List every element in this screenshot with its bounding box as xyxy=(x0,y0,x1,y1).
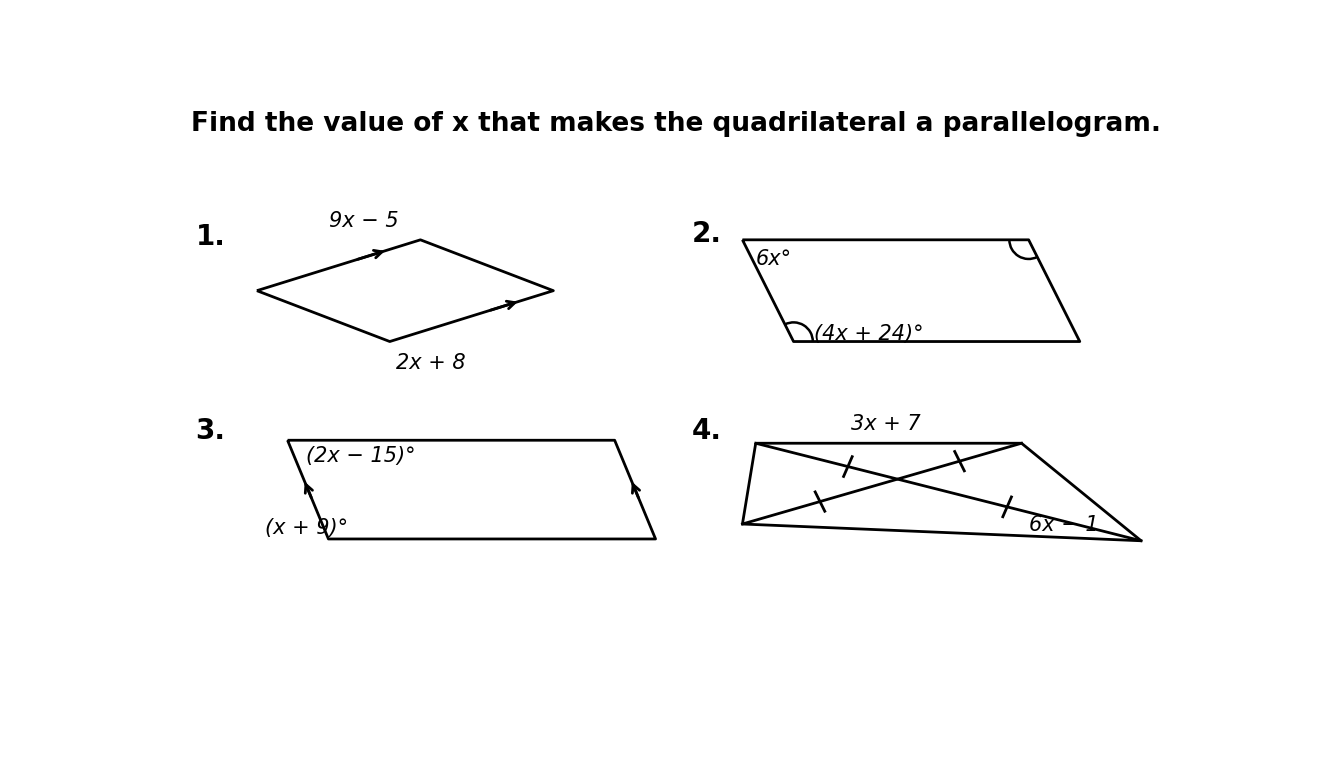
Text: 2.: 2. xyxy=(691,220,721,248)
Text: 3.: 3. xyxy=(195,417,226,445)
Text: 6x − 1: 6x − 1 xyxy=(1029,515,1099,535)
Text: (x + 9)°: (x + 9)° xyxy=(265,518,348,538)
Text: 4.: 4. xyxy=(691,417,721,445)
Text: (2x − 15)°: (2x − 15)° xyxy=(306,446,415,466)
Text: 3x + 7: 3x + 7 xyxy=(851,414,921,434)
Text: 1.: 1. xyxy=(195,223,226,251)
Text: 2x + 8: 2x + 8 xyxy=(396,354,466,374)
Text: (4x + 24)°: (4x + 24)° xyxy=(814,323,923,343)
Text: Find the value of x that makes the quadrilateral a parallelogram.: Find the value of x that makes the quadr… xyxy=(191,111,1161,138)
Text: 6x°: 6x° xyxy=(756,249,791,269)
Text: 9x − 5: 9x − 5 xyxy=(330,211,400,231)
